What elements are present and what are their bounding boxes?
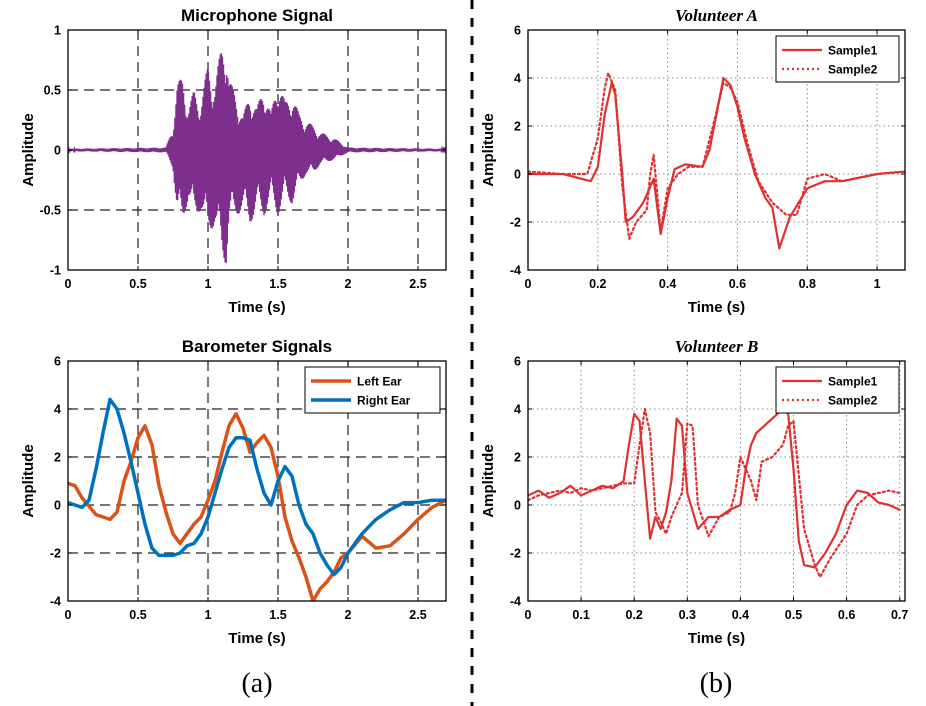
x-tick-label: 0.6 <box>838 608 855 622</box>
x-tick-label: 2.5 <box>409 277 426 291</box>
legend-box <box>775 366 900 414</box>
x-tick-label: 0.3 <box>679 608 696 622</box>
y-axis-label: Amplitude <box>20 444 37 517</box>
chart-title: Barometer Signals <box>182 337 332 356</box>
x-tick-label: 2.5 <box>409 608 426 622</box>
legend-label: Right Ear <box>357 394 411 408</box>
chart-baro: 0 0.5 1 1.5 2 2.5 -4 -2 0 2 4 6 Barometer Signals Tim… <box>20 337 447 647</box>
y-tick-label: 4 <box>54 403 61 417</box>
y-axis-label: Amplitude <box>480 113 497 186</box>
x-tick-label: 0.4 <box>659 277 676 291</box>
x-tick-label: 0.8 <box>799 277 816 291</box>
x-tick-label: 0 <box>525 277 532 291</box>
y-tick-label: 2 <box>514 451 521 465</box>
chart-title: Volunteer B <box>675 337 759 356</box>
legend-label: Left Ear <box>357 375 402 389</box>
x-tick-label: 0.7 <box>891 608 908 622</box>
y-tick-label: 6 <box>54 355 61 369</box>
x-tick-label: 0.5 <box>129 608 146 622</box>
plot-frame <box>527 29 906 271</box>
legend-box <box>304 366 441 414</box>
y-tick-label: 0 <box>54 144 61 158</box>
series-line-left-ear <box>68 412 446 601</box>
y-tick-label: 0 <box>514 168 521 182</box>
x-tick-label: 2 <box>345 277 352 291</box>
plot-frame <box>527 360 906 602</box>
y-tick-label: -2 <box>510 216 521 230</box>
y-tick-label: -4 <box>50 595 61 609</box>
x-tick-label: 1.5 <box>269 277 286 291</box>
y-axis-label: Amplitude <box>480 444 497 517</box>
series-line-sample2 <box>528 407 901 579</box>
y-tick-label: -4 <box>510 595 521 609</box>
y-tick-label: 2 <box>54 451 61 465</box>
x-axis-label: Time (s) <box>228 299 285 316</box>
y-tick-label: -0.5 <box>39 204 61 218</box>
x-axis-label: Time (s) <box>688 630 745 647</box>
y-tick-label: 0.5 <box>44 84 61 98</box>
y-tick-label: 1 <box>54 24 61 38</box>
plot-frame <box>67 360 447 602</box>
chart-volB: 0 0.1 0.2 0.3 0.4 0.5 0.6 0.7 -4 -2 0 2 4 6 Volunteer … <box>480 337 908 647</box>
series-line-sample2 <box>528 72 905 240</box>
x-tick-label: 0.1 <box>572 608 589 622</box>
x-tick-label: 0.5 <box>129 277 146 291</box>
y-tick-label: 0 <box>54 499 61 513</box>
y-tick-label: 4 <box>514 72 521 86</box>
series-group <box>68 397 446 601</box>
chart-title: Volunteer A <box>675 6 758 25</box>
series-group <box>528 407 901 579</box>
x-tick-label: 0.4 <box>732 608 749 622</box>
panel-label-a: (a) <box>241 668 272 699</box>
x-tick-label: 2 <box>345 608 352 622</box>
x-tick-label: 0 <box>65 608 72 622</box>
plots: 0 0.5 1 1.5 2 2.5 -1 -0.5 0 0.5 1 Microphone Signal… <box>20 6 908 647</box>
legend-label: Sample2 <box>828 63 878 77</box>
series-line-right-ear <box>68 397 446 577</box>
x-tick-label: 1.5 <box>269 608 286 622</box>
legend-box <box>775 35 900 83</box>
legend-label: Sample1 <box>828 375 878 389</box>
x-tick-label: 0 <box>525 608 532 622</box>
legend: Left Ear Right Ear <box>304 366 441 414</box>
y-tick-label: -1 <box>50 264 61 278</box>
series-group <box>68 53 446 264</box>
x-tick-label: 1 <box>205 277 212 291</box>
y-tick-label: 0 <box>514 499 521 513</box>
x-tick-label: 0.5 <box>785 608 802 622</box>
y-tick-label: -2 <box>50 547 61 561</box>
chart-title: Microphone Signal <box>181 6 333 25</box>
x-tick-label: 1 <box>205 608 212 622</box>
legend-label: Sample2 <box>828 394 878 408</box>
x-axis-label: Time (s) <box>688 299 745 316</box>
y-tick-label: 4 <box>514 403 521 417</box>
legend: Sample1 Sample2 <box>775 35 900 83</box>
x-tick-label: 0.2 <box>589 277 606 291</box>
y-tick-label: -2 <box>510 547 521 561</box>
legend-label: Sample1 <box>828 44 878 58</box>
x-tick-label: 0.2 <box>626 608 643 622</box>
x-axis-label: Time (s) <box>228 630 285 647</box>
y-tick-label: -4 <box>510 264 521 278</box>
chart-volA: 0 0.2 0.4 0.6 0.8 1 -4 -2 0 2 4 6 Volunteer A Time (s… <box>480 6 906 316</box>
y-tick-label: 2 <box>514 120 521 134</box>
chart-mic: 0 0.5 1 1.5 2 2.5 -1 -0.5 0 0.5 1 Microphone Signal… <box>20 6 447 316</box>
series-group <box>528 72 905 250</box>
x-tick-label: 1 <box>874 277 881 291</box>
x-tick-label: 0 <box>65 277 72 291</box>
y-axis-label: Amplitude <box>20 113 37 186</box>
legend: Sample1 Sample2 <box>775 366 900 414</box>
y-tick-label: 6 <box>514 355 521 369</box>
panel-label-b: (b) <box>700 668 733 699</box>
y-tick-label: 6 <box>514 24 521 38</box>
x-tick-label: 0.6 <box>729 277 746 291</box>
